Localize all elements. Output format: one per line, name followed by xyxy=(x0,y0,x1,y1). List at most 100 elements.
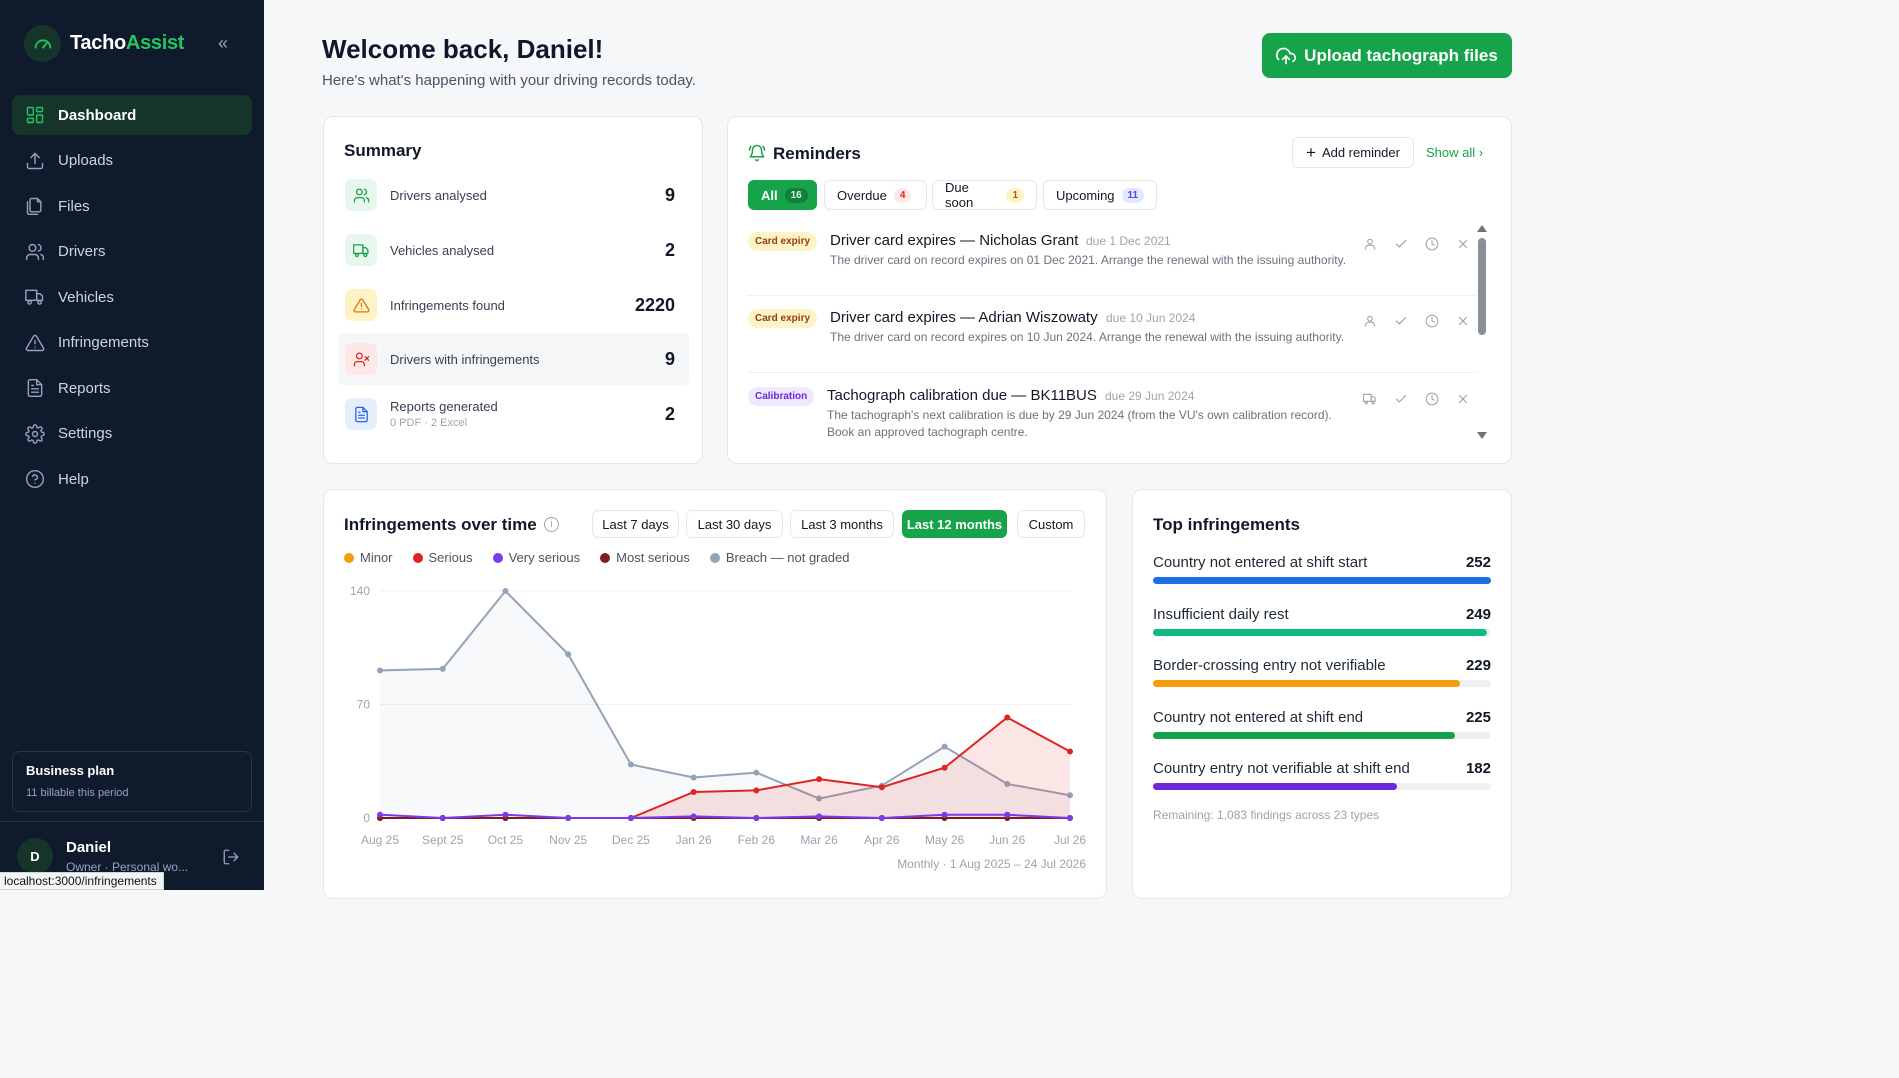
legend-item[interactable]: Very serious xyxy=(492,550,580,565)
clock-icon[interactable] xyxy=(1422,311,1441,330)
y-tick-label: 140 xyxy=(350,584,370,598)
filter-label: Upcoming xyxy=(1056,187,1115,203)
reminder-title: Driver card expires — Nicholas Grant xyxy=(830,232,1079,249)
add-reminder-button[interactable]: + Add reminder xyxy=(1292,137,1414,168)
user-icon[interactable] xyxy=(1360,234,1379,253)
legend-item[interactable]: Most serious xyxy=(600,550,690,565)
plus-icon: + xyxy=(1306,143,1316,162)
clock-icon[interactable] xyxy=(1422,389,1441,408)
top-infringement-row[interactable]: Country not entered at shift end 225 xyxy=(1153,709,1491,741)
legend-label: Breach — not graded xyxy=(725,550,850,565)
legend-label: Minor xyxy=(360,550,393,565)
divider xyxy=(0,821,264,822)
logout-icon[interactable] xyxy=(222,848,240,871)
infringement-label: Country entry not verifiable at shift en… xyxy=(1153,760,1410,777)
data-point xyxy=(941,743,948,750)
sidebar-item-uploads[interactable]: Uploads xyxy=(12,141,252,181)
chevron-right-icon: › xyxy=(1478,145,1484,160)
check-icon[interactable] xyxy=(1391,234,1410,253)
infringement-bar-track xyxy=(1153,628,1491,636)
top-infringement-row[interactable]: Country entry not verifiable at shift en… xyxy=(1153,760,1491,792)
info-icon[interactable]: i xyxy=(544,517,559,532)
sidebar-item-settings[interactable]: Settings xyxy=(12,414,252,454)
reminder-item[interactable]: Calibration Tachograph calibration due — … xyxy=(748,385,1468,455)
chart-footer: Monthly · 1 Aug 2025 – 24 Jul 2026 xyxy=(897,857,1086,871)
summary-row[interactable]: Drivers analysed 9 xyxy=(338,169,689,221)
filter-due-soon[interactable]: Due soon 1 xyxy=(932,180,1037,210)
range-last-12-months[interactable]: Last 12 months xyxy=(902,510,1007,538)
sidebar-item-vehicles[interactable]: Vehicles xyxy=(12,277,252,317)
user-profile[interactable]: D Daniel Owner · Personal wo... xyxy=(17,838,188,874)
summary-row[interactable]: Infringements found 2220 xyxy=(338,279,689,331)
top-infringement-row[interactable]: Country not entered at shift start 252 xyxy=(1153,554,1491,586)
reminders-title: Reminders xyxy=(773,144,861,163)
scroll-down-icon[interactable] xyxy=(1477,432,1487,439)
count-badge: 1 xyxy=(1006,187,1024,203)
summary-label: Drivers analysed xyxy=(390,187,487,203)
app-logo[interactable]: TachoAssist xyxy=(24,25,184,62)
sidebar-item-label: Vehicles xyxy=(58,288,114,306)
range-last-30-days[interactable]: Last 30 days xyxy=(686,510,783,538)
close-icon[interactable] xyxy=(1453,234,1472,253)
sidebar-item-help[interactable]: Help xyxy=(12,459,252,499)
user-x-icon xyxy=(345,343,377,375)
close-icon[interactable] xyxy=(1453,311,1472,330)
data-point xyxy=(690,774,697,781)
reminder-description: The driver card on record expires on 01 … xyxy=(830,253,1347,267)
sidebar-item-label: Settings xyxy=(58,425,113,442)
range-last-7-days[interactable]: Last 7 days xyxy=(592,510,679,538)
data-point xyxy=(1004,714,1011,721)
filter-all[interactable]: All 16 xyxy=(748,180,817,210)
infringement-bar-track xyxy=(1153,577,1491,584)
legend-item[interactable]: Serious xyxy=(412,550,473,565)
filter-label: Overdue xyxy=(837,187,887,203)
summary-row[interactable]: Reports generated 0 PDF · 2 Excel 2 xyxy=(338,388,689,440)
main-content: Welcome back, Daniel! Here's what's happ… xyxy=(264,0,1568,899)
top-infringement-row[interactable]: Insufficient daily rest 249 xyxy=(1153,606,1491,638)
sidebar-item-drivers[interactable]: Drivers xyxy=(12,232,252,272)
range-custom[interactable]: Custom xyxy=(1017,510,1085,538)
check-icon[interactable] xyxy=(1391,311,1410,330)
filter-upcoming[interactable]: Upcoming 11 xyxy=(1043,180,1157,210)
collapse-sidebar-icon[interactable]: « xyxy=(218,33,229,53)
scrollbar-thumb[interactable] xyxy=(1478,238,1486,335)
range-last-3-months[interactable]: Last 3 months xyxy=(790,510,894,538)
divider xyxy=(748,372,1477,373)
user-icon[interactable] xyxy=(1360,311,1379,330)
close-icon[interactable] xyxy=(1453,389,1472,408)
count-badge: 11 xyxy=(1121,187,1145,203)
sidebar-item-reports[interactable]: Reports xyxy=(12,368,252,408)
files-icon xyxy=(25,196,58,216)
upload-button[interactable]: Upload tachograph files xyxy=(1262,33,1512,78)
remaining-findings: Remaining: 1,083 findings across 23 type… xyxy=(1153,808,1380,822)
check-icon[interactable] xyxy=(1391,389,1410,408)
drivers-icon xyxy=(25,242,58,262)
summary-row[interactable]: Drivers with infringements 9 xyxy=(338,333,689,385)
sidebar-item-dashboard[interactable]: Dashboard xyxy=(12,95,252,135)
show-all-link[interactable]: Show all › xyxy=(1426,145,1484,160)
data-point xyxy=(816,795,823,802)
legend-item[interactable]: Minor xyxy=(344,550,393,565)
x-tick-label: Jan 26 xyxy=(676,833,712,847)
status-bar-url: localhost:3000/infringements xyxy=(0,872,164,890)
reminder-item[interactable]: Card expiry Driver card expires — Adrian … xyxy=(748,307,1468,377)
infringement-label: Insufficient daily rest xyxy=(1153,605,1289,623)
reminders-scrollbar[interactable] xyxy=(1477,225,1487,447)
upload-button-label: Upload tachograph files xyxy=(1304,45,1498,65)
sidebar-item-infringements[interactable]: Infringements xyxy=(12,323,252,363)
summary-row[interactable]: Vehicles analysed 2 xyxy=(338,224,689,276)
legend-item[interactable]: Breach — not graded xyxy=(709,550,850,565)
truck-icon[interactable] xyxy=(1360,389,1379,408)
infringement-label: Country not entered at shift end xyxy=(1153,708,1364,726)
data-point xyxy=(1067,792,1073,799)
top-infringement-row[interactable]: Border-crossing entry not verifiable 229 xyxy=(1153,657,1491,689)
scroll-up-icon[interactable] xyxy=(1477,225,1487,232)
summary-value: 2 xyxy=(664,239,675,260)
reminder-item[interactable]: Card expiry Driver card expires — Nichola… xyxy=(748,230,1468,300)
avatar: D xyxy=(17,838,53,874)
sidebar-item-files[interactable]: Files xyxy=(12,186,252,226)
reminder-description: The driver card on record expires on 10 … xyxy=(830,330,1345,344)
clock-icon[interactable] xyxy=(1422,234,1441,253)
plan-card[interactable]: Business plan 11 billable this period xyxy=(12,751,252,812)
filter-overdue[interactable]: Overdue 4 xyxy=(824,180,927,210)
